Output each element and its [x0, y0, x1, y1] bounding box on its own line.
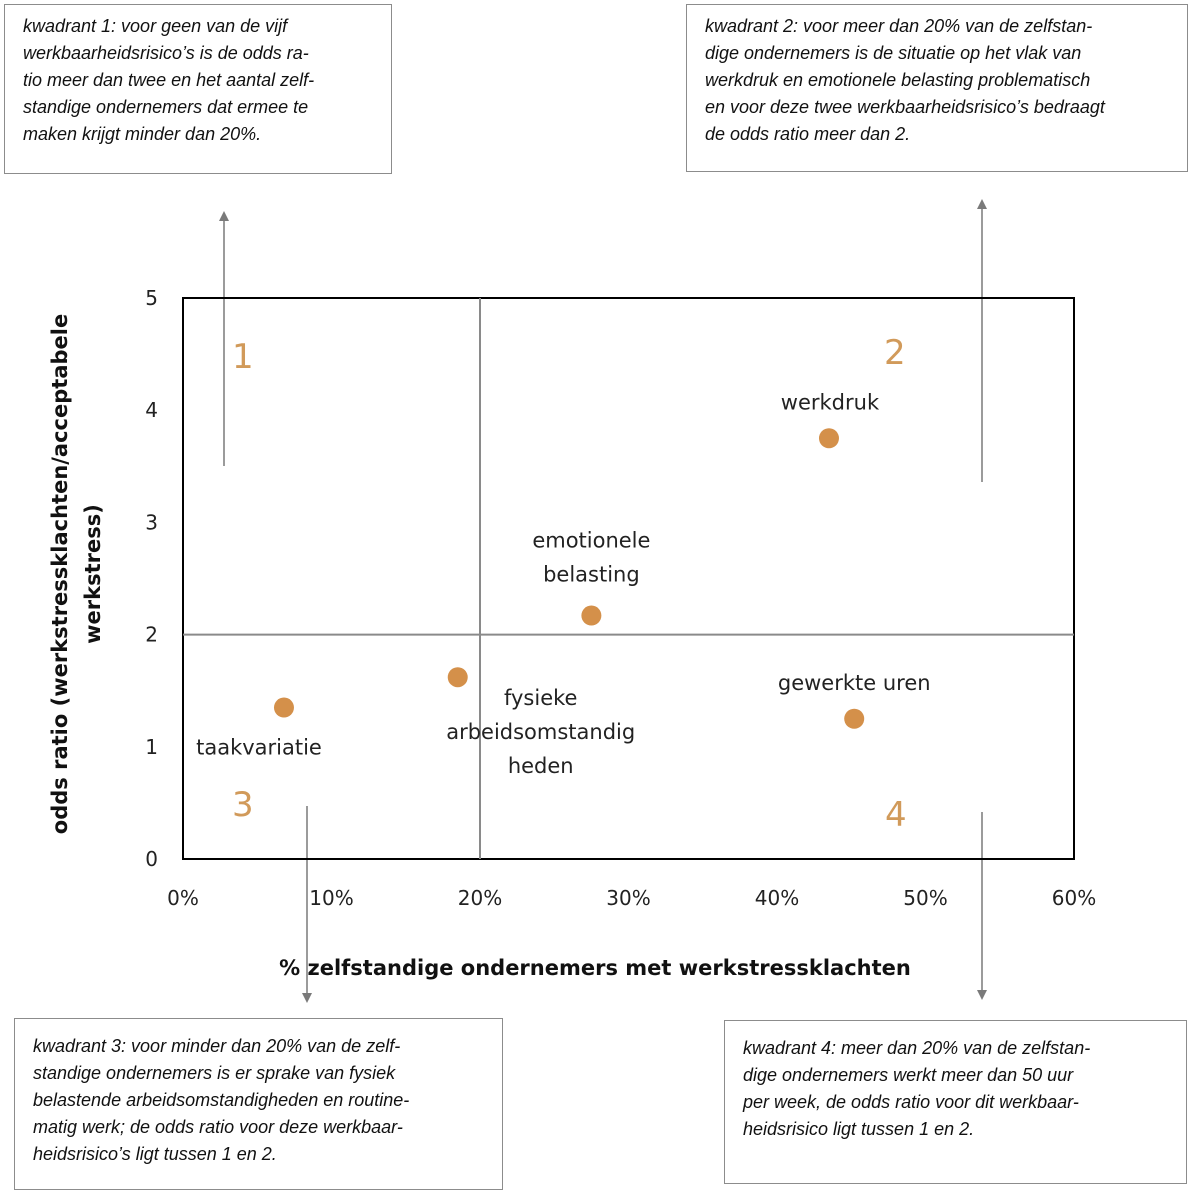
point-label: taakvariatie: [196, 736, 322, 760]
note-line: tio meer dan twee en het aantal zelf-: [23, 70, 315, 90]
point-label-line: gewerkte uren: [778, 671, 931, 695]
point-label-line: fysieke: [504, 686, 577, 710]
y-tick-label: 5: [145, 286, 158, 310]
point-label-line: emotionele: [532, 529, 650, 553]
y-tick-label: 4: [145, 398, 158, 422]
x-tick-label: 50%: [903, 886, 947, 910]
point-label-line: werkdruk: [781, 390, 880, 414]
x-tick-label: 10%: [309, 886, 353, 910]
data-point: [447, 667, 468, 688]
y-axis-title-line-1: odds ratio (werkstressklachten/acceptabe…: [48, 314, 72, 834]
plot-frame: [182, 297, 1075, 860]
note-line: werkbaarheidsrisico’s is de odds ra-: [23, 43, 309, 63]
note-line: kwadrant 1: voor geen van de vijf: [23, 16, 288, 36]
quadrant-number-1: 1: [232, 337, 254, 377]
quadrant-3-note: kwadrant 3: voor minder dan 20% van de z…: [14, 1018, 503, 1190]
x-axis-title: % zelfstandige ondernemers met werkstres…: [279, 956, 911, 980]
note-line: belastende arbeidsomstandigheden en rout…: [33, 1090, 410, 1110]
point-label-line: arbeidsomstandig: [446, 720, 635, 744]
point-label: emotionele belasting: [532, 529, 650, 587]
point-label-line: heden: [508, 754, 574, 778]
quadrant-4-note: kwadrant 4: meer dan 20% van de zelfstan…: [724, 1020, 1187, 1184]
note-line: kwadrant 4: meer dan 20% van de zelfstan…: [743, 1038, 1091, 1058]
point-label: gewerkte uren: [778, 671, 931, 695]
point-label: werkdruk: [781, 390, 880, 414]
data-point: [581, 605, 602, 626]
quadrant-number-2: 2: [884, 333, 906, 373]
x-tick-label: 30%: [606, 886, 650, 910]
point-label-line: taakvariatie: [196, 736, 322, 760]
point-label: fysieke arbeidsomstandig heden: [446, 686, 635, 778]
quadrant-1-note: kwadrant 1: voor geen van de vijf werkba…: [4, 4, 392, 174]
x-tick-label: 40%: [755, 886, 799, 910]
x-tick-label: 0%: [167, 886, 199, 910]
y-tick-label: 2: [145, 623, 158, 647]
note-line: per week, de odds ratio voor dit werkbaa…: [743, 1092, 1079, 1112]
data-point: [818, 428, 839, 449]
note-line: werkdruk en emotionele belasting problem…: [705, 70, 1091, 90]
point-label-line: belasting: [543, 563, 640, 587]
y-axis-title-line-2: werkstress): [81, 504, 105, 644]
quadrant-number-4: 4: [885, 795, 907, 835]
quadrant-2-note: kwadrant 2: voor meer dan 20% van de zel…: [686, 4, 1188, 172]
note-line: heidsrisico’s ligt tussen 1 en 2.: [33, 1144, 277, 1164]
note-line: maken krijgt minder dan 20%.: [23, 124, 262, 144]
note-line: matig werk; de odds ratio voor deze werk…: [33, 1117, 403, 1137]
note-line: kwadrant 2: voor meer dan 20% van de zel…: [705, 16, 1093, 36]
y-tick-label: 0: [145, 847, 158, 871]
data-point: [844, 708, 865, 729]
note-line: kwadrant 3: voor minder dan 20% van de z…: [33, 1036, 401, 1056]
note-line: de odds ratio meer dan 2.: [705, 124, 911, 144]
note-line: standige ondernemers dat ermee te: [23, 97, 309, 117]
note-line: dige ondernemers werkt meer dan 50 uur: [743, 1065, 1074, 1085]
note-line: heidsrisico ligt tussen 1 en 2.: [743, 1119, 975, 1139]
note-line: dige ondernemers is de situatie op het v…: [705, 43, 1082, 63]
x-tick-label: 60%: [1052, 886, 1096, 910]
y-tick-label: 1: [145, 735, 158, 759]
quadrant-number-3: 3: [232, 785, 254, 825]
note-line: en voor deze twee werkbaarheidsrisico’s …: [705, 97, 1105, 117]
data-point: [273, 697, 294, 718]
note-line: standige ondernemers is er sprake van fy…: [33, 1063, 396, 1083]
x-tick-label: 20%: [458, 886, 502, 910]
y-tick-label: 3: [145, 510, 158, 534]
